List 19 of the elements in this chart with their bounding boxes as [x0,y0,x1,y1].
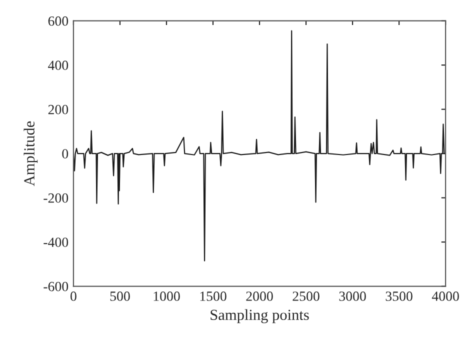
x-tick-label: 4000 [432,292,459,301]
y-tick-label: -400 [44,238,68,247]
line-series [73,30,446,262]
x-tick-label: 2500 [292,292,320,301]
y-tick-label: 400 [48,60,68,70]
x-axis-title: Sampling points [210,309,309,324]
y-axis-title: Amplitude [24,121,38,186]
y-tick-label: 0 [62,149,68,159]
x-tick-label: 0 [70,292,76,301]
x-tick-label: 3500 [386,292,412,301]
x-tick-label: 2000 [246,292,273,301]
y-tick-label: -200 [44,193,68,203]
x-tick-label: 3000 [339,292,366,301]
y-tick-label: -600 [44,282,68,292]
y-tick-label: 200 [48,104,68,114]
y-tick-label: 600 [48,16,68,26]
x-tick-label: 1500 [200,292,226,301]
x-tick-label: 1000 [154,292,180,301]
x-tick-label: 500 [110,292,130,301]
